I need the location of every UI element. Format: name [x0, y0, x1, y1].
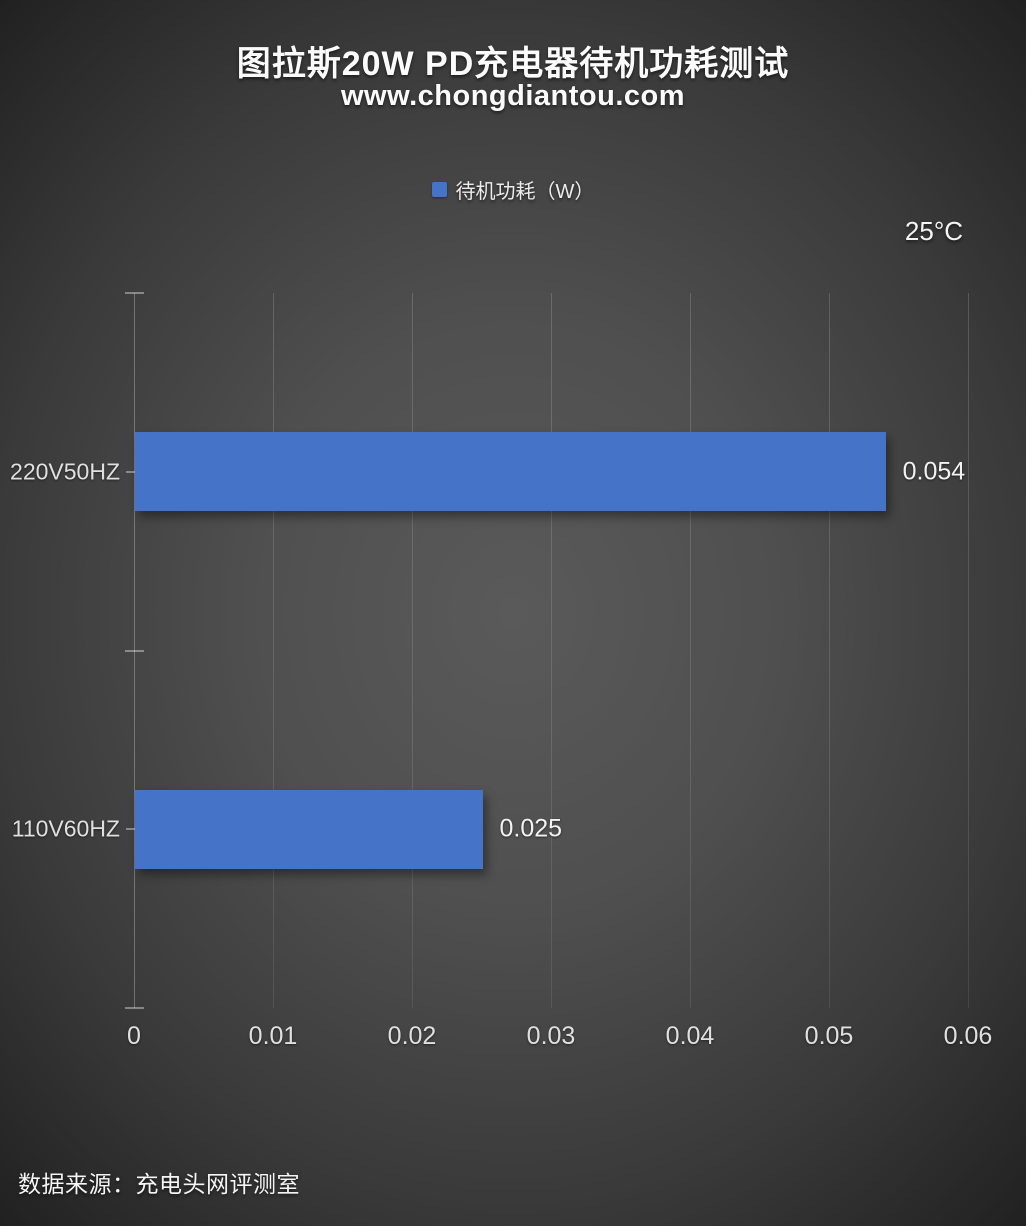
legend: 待机功耗（W）: [0, 175, 1026, 204]
category-tick: [126, 828, 142, 831]
legend-swatch-icon: [431, 182, 447, 197]
bar-110v60hz: [135, 789, 483, 869]
category-tick: [126, 470, 142, 473]
x-tick-label: 0.06: [943, 1022, 993, 1050]
chart-title: 图拉斯20W PD充电器待机功耗测试: [236, 45, 790, 83]
category-label-110v60hz: 110V60HZ: [11, 815, 120, 842]
gridline: [968, 293, 969, 1008]
bar-220v50hz: [135, 432, 886, 512]
legend-label: 待机功耗（W）: [455, 181, 595, 203]
x-tick-label: 0.05: [804, 1022, 854, 1050]
gridline: [412, 293, 413, 1008]
plot-area: 0.054 0.025: [125, 292, 969, 1009]
gridline: [829, 293, 830, 1008]
x-tick-label: 0: [127, 1022, 141, 1050]
gridline: [273, 293, 274, 1008]
axis-tick: [125, 1007, 144, 1009]
chart-subtitle: www.chongdiantou.com: [340, 80, 686, 112]
y-axis-line: [134, 293, 135, 1008]
axis-tick: [125, 292, 144, 294]
bar-value-label: 0.025: [499, 814, 563, 843]
category-label-220v50hz: 220V50HZ: [10, 458, 120, 485]
axis-tick: [125, 649, 144, 652]
x-tick-label: 0.02: [387, 1022, 437, 1050]
temperature-annotation: 25°C: [904, 216, 963, 246]
gridline: [690, 293, 691, 1008]
x-tick-label: 0.03: [526, 1022, 576, 1050]
x-tick-label: 0.04: [665, 1022, 715, 1050]
x-tick-label: 0.01: [248, 1022, 298, 1050]
bar-value-label: 0.054: [902, 457, 966, 486]
data-source-footer: 数据来源：充电头网评测室: [18, 1171, 300, 1197]
gridline: [551, 293, 552, 1008]
